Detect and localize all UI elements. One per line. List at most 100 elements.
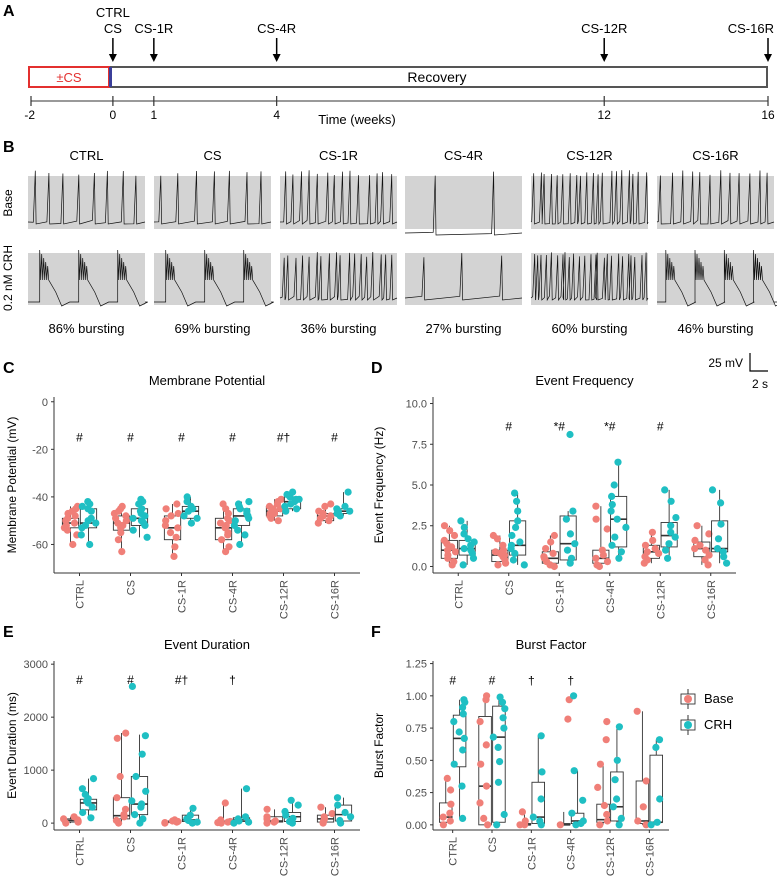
data-point <box>611 533 619 541</box>
data-point <box>643 548 651 556</box>
data-point <box>446 527 454 535</box>
box-base-cs-1r <box>161 816 182 827</box>
data-point <box>603 817 612 825</box>
data-point <box>566 530 575 538</box>
data-point <box>243 507 251 515</box>
data-point <box>327 500 335 508</box>
data-point <box>610 481 618 489</box>
data-point <box>607 507 615 515</box>
data-point <box>440 536 448 545</box>
data-point <box>187 519 195 527</box>
data-point <box>496 758 504 766</box>
significance-marker: #† <box>175 673 188 687</box>
trace-column-cs-16r: CS-16R 46% bursting <box>656 148 777 336</box>
data-point <box>234 815 242 823</box>
row-label-base: Base <box>1 189 15 217</box>
y-tick-label: 0.00 <box>406 820 427 832</box>
data-point <box>653 818 661 826</box>
y-tick-label: 2000 <box>24 712 48 724</box>
trace-column-cs-12r: CS-12R 60% bursting <box>530 148 649 336</box>
trace-base <box>530 170 649 226</box>
data-point <box>713 545 722 553</box>
x-tick-label: CS-16R <box>644 837 656 876</box>
x-tick-label: CTRL <box>448 837 460 866</box>
data-point <box>189 804 197 812</box>
data-point <box>69 540 77 549</box>
data-point <box>77 531 85 539</box>
box-base-cs-12r <box>263 805 284 827</box>
time-tick-label: 1 <box>150 108 157 122</box>
box-crh-ctrl <box>77 498 100 549</box>
box-crh-cs-12r <box>660 486 680 562</box>
cs-divider <box>109 67 112 87</box>
data-point <box>603 810 611 819</box>
data-point <box>219 500 227 508</box>
data-point <box>451 548 460 556</box>
data-point <box>143 533 151 541</box>
box-crh-ctrl <box>450 696 469 823</box>
data-point <box>236 540 244 549</box>
box-crh-cs <box>489 693 509 829</box>
data-point <box>162 505 170 513</box>
box-iqr <box>649 754 663 823</box>
data-point <box>129 526 137 534</box>
scale-bar-lines <box>749 353 768 372</box>
box-crh-cs <box>129 495 151 541</box>
data-point <box>513 497 521 505</box>
x-tick-label: CS-16R <box>330 837 342 876</box>
data-point <box>113 794 121 802</box>
data-point <box>608 501 616 509</box>
trace-column-cs-1r: CS-1R 36% bursting <box>279 148 398 336</box>
trace-base <box>404 171 523 236</box>
significance-marker: # <box>76 430 83 444</box>
data-point <box>691 536 699 545</box>
data-point <box>86 540 94 549</box>
data-point <box>476 718 484 726</box>
panel-letter: D <box>371 360 383 377</box>
y-axis-label: Burst Factor <box>372 713 386 778</box>
data-point <box>129 514 137 522</box>
data-point <box>245 818 253 826</box>
trace-shade-base <box>280 176 397 229</box>
data-point <box>652 743 660 752</box>
data-point <box>500 810 508 819</box>
data-point <box>447 800 455 808</box>
box-base-cs-16r <box>633 707 650 829</box>
scale-bar-mv: 25 mV <box>708 356 743 370</box>
data-point <box>234 500 243 508</box>
data-point <box>294 801 302 809</box>
box-base-cs <box>112 729 131 827</box>
x-tick-label: CS-16R <box>330 580 342 619</box>
data-point <box>496 693 504 701</box>
data-point <box>79 808 87 817</box>
data-point <box>667 522 675 530</box>
data-point <box>702 546 710 554</box>
data-point <box>639 803 647 811</box>
significance-marker: # <box>489 673 496 687</box>
data-point <box>459 561 467 569</box>
bursting-label: 27% bursting <box>426 321 502 336</box>
data-point <box>333 505 341 513</box>
data-point <box>315 507 323 515</box>
scale-bar: 25 mV 2 s <box>708 353 768 391</box>
plot-membrane-potential: C Membrane Potential Membrane Potential (m… <box>3 360 360 619</box>
trace-shade-base <box>28 176 145 229</box>
x-tick-label: CS-1R <box>177 580 189 613</box>
data-point <box>579 796 587 804</box>
data-point <box>293 505 301 513</box>
arrow-head <box>764 54 772 62</box>
data-point <box>569 507 577 515</box>
box-iqr <box>610 495 628 548</box>
data-point <box>603 718 611 726</box>
data-point <box>241 531 249 539</box>
data-point <box>470 538 478 546</box>
data-point <box>218 536 226 544</box>
box-base-cs-1r <box>516 808 532 829</box>
x-tick-label: CS-16R <box>706 580 718 619</box>
data-point <box>648 528 657 536</box>
data-point <box>242 785 251 793</box>
box-base-cs-12r <box>640 528 663 567</box>
box-iqr <box>559 515 577 561</box>
y-axis-label: Membrane Potential (mV) <box>5 417 19 554</box>
